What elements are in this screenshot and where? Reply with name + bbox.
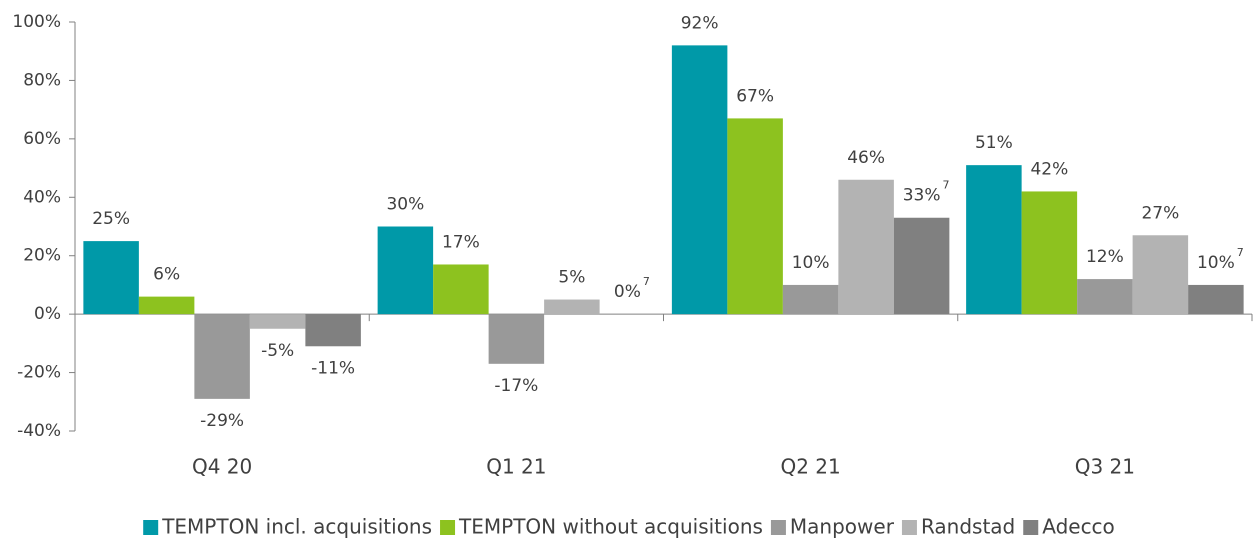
- bar: [138, 296, 195, 315]
- bar: [782, 284, 839, 315]
- bar: [377, 226, 434, 315]
- bar: [194, 314, 250, 399]
- bar: [1077, 279, 1133, 315]
- bar: [305, 314, 361, 347]
- y-tick-label: 80%: [23, 70, 61, 90]
- data-label: 46%: [847, 148, 885, 168]
- data-label: 67%: [736, 86, 774, 106]
- legend-label: Manpower: [790, 515, 895, 539]
- bar: [83, 241, 139, 315]
- y-tick-label: 20%: [23, 246, 61, 266]
- data-label: 30%: [386, 195, 424, 215]
- x-tick-label: Q3 21: [1075, 455, 1135, 479]
- y-tick-label: 60%: [23, 129, 61, 149]
- y-tick-label: -40%: [17, 421, 61, 441]
- bar: [1021, 191, 1078, 315]
- x-tick-label: Q1 21: [486, 455, 546, 479]
- data-label: -17%: [494, 376, 538, 396]
- legend-swatch: [143, 520, 159, 535]
- legend-swatch: [770, 520, 786, 535]
- data-label: 17%: [442, 232, 480, 252]
- footnote-marker: 7: [1237, 246, 1244, 259]
- y-tick-label: 100%: [12, 12, 61, 32]
- data-label: 12%: [1086, 247, 1124, 267]
- footnote-marker: 7: [643, 275, 650, 288]
- data-label: 33%: [903, 186, 941, 206]
- bar: [1132, 235, 1189, 315]
- legend-swatch: [440, 520, 456, 535]
- data-label: 92%: [681, 13, 719, 33]
- bar: [544, 299, 600, 315]
- bar: [727, 118, 783, 315]
- legend-label: TEMPTON without acquisitions: [458, 515, 763, 539]
- data-label: 5%: [558, 268, 585, 288]
- x-tick-label: Q2 21: [780, 455, 840, 479]
- bar: [893, 217, 950, 315]
- legend-label: TEMPTON incl. acquisitions: [161, 515, 432, 539]
- footnote-marker: 7: [943, 179, 950, 192]
- data-label: 0%: [614, 282, 641, 302]
- data-label: 42%: [1030, 159, 1068, 179]
- data-label: 25%: [92, 209, 130, 229]
- bar: [966, 165, 1022, 315]
- data-label: 10%: [1197, 253, 1235, 273]
- data-label: 10%: [792, 253, 830, 273]
- data-label: 51%: [975, 133, 1013, 153]
- data-label: 6%: [153, 265, 180, 285]
- bar: [433, 264, 489, 315]
- legend-swatch: [1023, 520, 1039, 535]
- data-label: 27%: [1141, 203, 1179, 223]
- y-tick-label: 40%: [23, 187, 61, 207]
- bar: [249, 314, 306, 329]
- legend-label: Randstad: [921, 515, 1015, 539]
- x-tick-label: Q4 20: [192, 455, 252, 479]
- data-label: -29%: [200, 411, 244, 431]
- data-label: -11%: [311, 358, 355, 378]
- y-tick-label: -20%: [17, 363, 61, 383]
- legend-swatch: [901, 520, 917, 535]
- bar: [838, 179, 894, 315]
- legend-label: Adecco: [1042, 515, 1115, 539]
- bar: [1188, 284, 1244, 315]
- data-label: -5%: [261, 341, 294, 361]
- bar: [671, 45, 728, 315]
- y-tick-label: 0%: [34, 304, 61, 324]
- bar: [488, 314, 545, 364]
